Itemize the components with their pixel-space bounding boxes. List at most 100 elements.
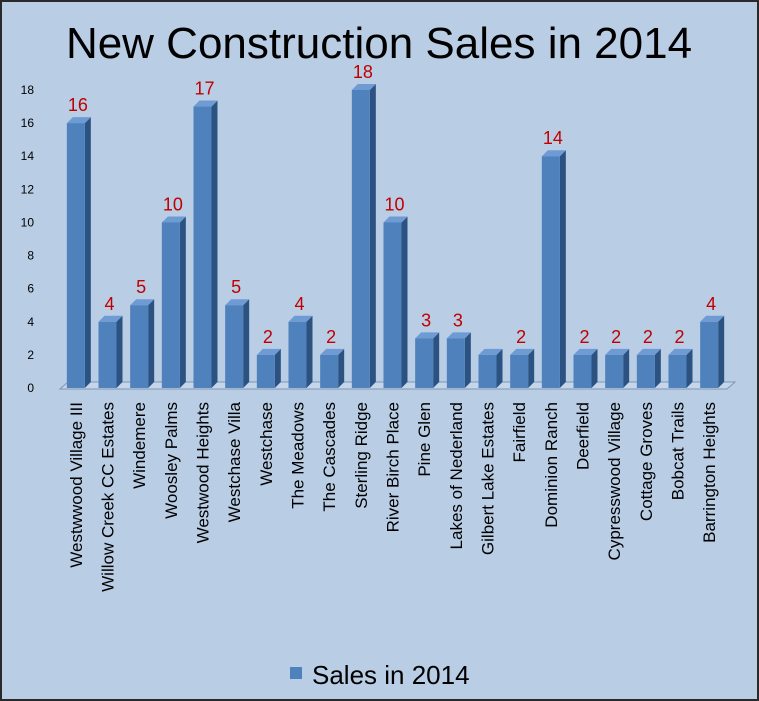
bar-side	[496, 348, 503, 388]
x-tick-label: Bobcat Trails	[669, 402, 688, 500]
y-tick-label: 0	[27, 381, 34, 395]
bar-front	[446, 338, 465, 388]
bar-top	[320, 348, 345, 355]
data-label: 2	[579, 327, 589, 347]
bar-top	[605, 348, 630, 355]
legend-label: Sales in 2014	[312, 660, 470, 690]
bar-side	[686, 348, 693, 388]
data-label: 5	[136, 277, 146, 297]
bar	[415, 332, 440, 388]
x-tick-label: Barrington Heights	[700, 402, 719, 543]
x-tick-label: Fairfield	[510, 402, 529, 462]
y-tick-label: 2	[27, 348, 34, 362]
bar-side	[274, 348, 281, 388]
bar-side	[718, 315, 725, 388]
data-label: 2	[674, 327, 684, 347]
y-axis: 0 2 4 6 8 10 12 14 16 18	[21, 83, 35, 395]
bar-top	[478, 348, 503, 355]
data-label: 14	[543, 128, 563, 148]
x-tick-label: River Birch Place	[384, 402, 403, 532]
bar-top	[636, 348, 661, 355]
bar-front	[351, 90, 370, 388]
bar-side	[591, 348, 598, 388]
bar	[225, 299, 250, 388]
x-tick-label: Deerfield	[574, 402, 593, 470]
bar-top	[415, 332, 440, 339]
y-tick-label: 6	[27, 282, 34, 296]
data-label: 2	[263, 327, 273, 347]
legend-swatch	[290, 667, 302, 679]
bar-front	[66, 123, 85, 388]
bar-top	[66, 117, 91, 124]
bar	[351, 84, 376, 388]
bar-front	[573, 354, 592, 388]
bar-front	[98, 321, 117, 388]
data-label: 4	[294, 294, 304, 314]
bar-front	[256, 354, 275, 388]
data-label: 4	[706, 294, 716, 314]
bar-front	[383, 222, 402, 388]
bar-side	[148, 299, 155, 388]
data-label: 2	[611, 327, 621, 347]
data-label: 5	[231, 277, 241, 297]
bar-side	[369, 84, 376, 388]
bar-front	[415, 338, 434, 388]
bar	[636, 348, 661, 388]
bar-top	[383, 216, 408, 223]
bar	[256, 348, 281, 388]
legend: Sales in 2014	[290, 660, 470, 690]
x-tick-label: Westwood Heights	[194, 402, 213, 543]
data-label: 16	[68, 95, 88, 115]
bar-front	[478, 354, 497, 388]
bar	[541, 150, 566, 388]
bar-front	[541, 156, 560, 388]
data-label: 3	[421, 310, 431, 330]
bar-top	[700, 315, 725, 322]
bar	[668, 348, 693, 388]
bar	[98, 315, 123, 388]
bar-front	[510, 354, 529, 388]
bar-side	[528, 348, 535, 388]
data-label: 2	[643, 327, 653, 347]
bar-side	[306, 315, 313, 388]
bars	[66, 84, 725, 389]
bar	[605, 348, 630, 388]
x-tick-label: Gilbert Lake Estates	[479, 402, 498, 555]
data-label: 10	[163, 194, 183, 214]
bar-top	[541, 150, 566, 157]
data-label: 10	[384, 194, 404, 214]
x-tick-label: Cottage Groves	[637, 402, 656, 521]
y-tick-label: 10	[21, 215, 35, 229]
bar-side	[654, 348, 661, 388]
bar-front	[636, 354, 655, 388]
y-tick-label: 12	[21, 182, 35, 196]
bar-side	[116, 315, 123, 388]
x-tick-label: The Meadows	[289, 402, 308, 509]
bar-front	[605, 354, 624, 388]
bar-side	[338, 348, 345, 388]
bar-side	[464, 332, 471, 388]
data-label: 3	[453, 310, 463, 330]
bar	[478, 348, 503, 388]
bar-top	[668, 348, 693, 355]
x-tick-label: Woosley Palms	[162, 402, 181, 519]
bar-top	[161, 216, 186, 223]
bar-top	[98, 315, 123, 322]
bar-top	[288, 315, 313, 322]
bar-front	[700, 321, 719, 388]
bar-front	[130, 305, 149, 388]
y-tick-label: 4	[27, 315, 34, 329]
bar-side	[433, 332, 440, 388]
bar-front	[161, 222, 180, 388]
data-label: 2	[516, 327, 526, 347]
x-tick-label: Willow Creek CC Estates	[99, 402, 118, 592]
y-tick-label: 8	[27, 249, 34, 263]
bar-side	[84, 117, 91, 388]
data-label: 4	[104, 294, 114, 314]
bar-front	[320, 354, 339, 388]
x-tick-label: Westwwood Village III	[67, 402, 86, 568]
data-label: 2	[326, 327, 336, 347]
y-tick-label: 16	[21, 116, 35, 130]
